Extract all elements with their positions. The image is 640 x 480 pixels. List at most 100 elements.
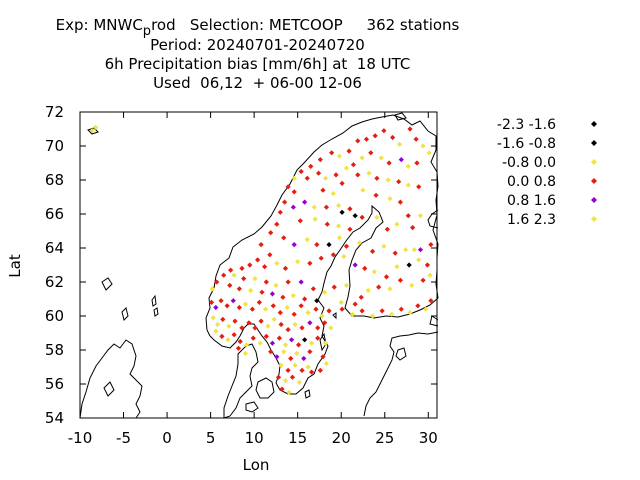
station-marker [405,163,411,169]
title-experiment: Exp: MNWC [55,16,143,34]
station-marker [209,286,215,292]
station-marker [347,226,353,232]
station-marker [242,301,249,307]
station-marker [330,191,336,197]
station-marker [405,182,411,188]
station-marker [292,321,298,328]
station-marker [285,367,291,373]
y-tick-label: 72 [45,103,64,121]
station-marker [406,262,412,268]
station-marker [362,265,368,271]
station-marker [411,247,417,253]
y-tick-label: 68 [45,171,64,189]
station-marker [317,157,323,163]
station-marker [339,180,345,186]
station-marker [376,284,382,290]
legend-marker [591,197,597,203]
station-marker [276,335,282,341]
station-marker [246,320,252,326]
station-marker [314,242,320,248]
station-marker [241,276,247,282]
station-marker [301,355,307,362]
station-marker [286,389,292,396]
station-marker [323,361,330,367]
station-marker [396,141,403,147]
station-marker [343,282,350,288]
station-marker [385,177,391,183]
station-marker [285,279,291,285]
station-marker [374,214,380,220]
station-marker [398,157,404,163]
station-marker [369,313,376,319]
station-marker [368,150,374,156]
station-marker [322,289,328,295]
x-tick-label: 5 [206,429,216,447]
station-marker [284,304,290,311]
legend-label: 1.6 2.3 [507,212,556,228]
station-marker [280,294,286,300]
title-line-1: Exp: MNWCprod Selection: METCOOP 362 sta… [0,16,515,39]
station-marker [227,282,233,288]
station-marker [359,308,365,314]
station-marker [93,124,99,130]
station-marker [326,308,332,314]
y-tick-label: 58 [45,341,64,359]
station-marker [288,355,294,362]
station-marker [228,267,234,273]
station-marker [274,354,280,360]
station-marker [271,316,277,322]
station-marker [89,128,95,134]
legend-label: -2.3 -1.6 [497,117,556,133]
station-marker [268,230,274,236]
station-marker [307,349,313,355]
station-marker [407,126,413,132]
station-marker [269,291,276,297]
station-marker [416,184,422,190]
station-marker [214,279,220,285]
x-axis-label: Lon [243,456,270,474]
legend-marker [591,140,597,146]
station-marker [274,260,280,266]
station-marker [320,354,326,360]
station-marker [330,252,336,258]
x-tick-label: -5 [116,429,131,447]
station-marker [242,350,249,356]
station-marker [350,162,357,168]
station-marker [232,318,238,324]
station-marker [374,175,380,181]
station-marker [328,325,334,331]
station-marker [324,221,330,227]
station-marker [265,323,271,329]
station-marker [363,136,370,142]
x-tick-label: 30 [419,429,438,447]
station-marker [352,301,358,307]
station-marker [415,303,421,309]
station-marker [307,260,313,266]
station-marker [336,235,343,241]
station-marker [322,175,329,181]
station-marker [273,282,279,288]
station-marker [235,345,242,351]
station-marker [224,303,230,309]
station-marker [291,242,297,248]
station-marker [259,289,265,295]
station-marker [275,374,282,380]
station-marker [291,175,297,181]
station-marker [299,325,305,331]
legend-marker [591,159,597,165]
station-marker [312,216,318,222]
station-marker [263,333,269,339]
station-marker [292,362,298,368]
station-marker [378,155,384,161]
station-marker [309,340,315,346]
station-marker [356,240,363,246]
station-marker [252,276,258,282]
station-marker [381,243,387,249]
station-marker [299,367,305,373]
station-marker [371,269,377,275]
station-marker [311,204,317,210]
station-marker [281,349,287,355]
station-marker [249,306,256,312]
station-marker [409,282,415,288]
station-marker [288,337,295,343]
